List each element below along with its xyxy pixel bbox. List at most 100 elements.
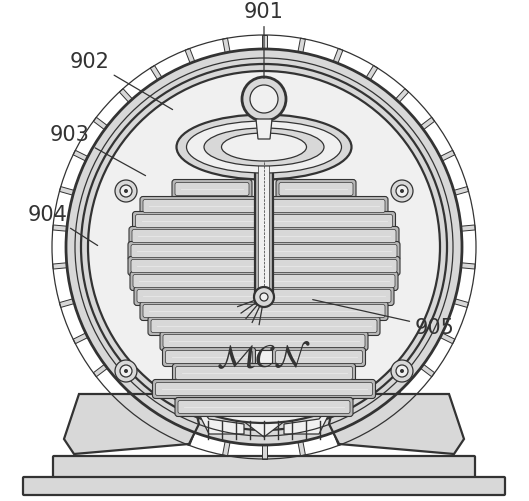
Polygon shape <box>59 187 74 196</box>
Polygon shape <box>64 394 199 454</box>
Polygon shape <box>298 39 305 54</box>
Circle shape <box>250 86 278 114</box>
FancyBboxPatch shape <box>137 290 391 303</box>
Circle shape <box>254 288 274 308</box>
Circle shape <box>396 186 408 197</box>
Polygon shape <box>333 431 343 446</box>
Polygon shape <box>396 90 409 103</box>
Polygon shape <box>185 431 195 446</box>
Text: 902: 902 <box>70 52 172 110</box>
Ellipse shape <box>204 129 324 167</box>
FancyBboxPatch shape <box>134 287 394 306</box>
Circle shape <box>88 72 440 423</box>
Circle shape <box>400 369 404 373</box>
Polygon shape <box>298 441 305 456</box>
Circle shape <box>120 186 132 197</box>
FancyBboxPatch shape <box>130 272 398 291</box>
FancyBboxPatch shape <box>152 380 376 399</box>
FancyBboxPatch shape <box>140 302 388 321</box>
Ellipse shape <box>177 133 215 163</box>
FancyBboxPatch shape <box>132 230 396 243</box>
Polygon shape <box>53 225 67 232</box>
Polygon shape <box>189 394 244 434</box>
Polygon shape <box>73 333 88 344</box>
FancyBboxPatch shape <box>135 215 393 228</box>
Circle shape <box>391 181 413 202</box>
FancyBboxPatch shape <box>131 245 397 258</box>
Polygon shape <box>461 263 476 270</box>
Ellipse shape <box>222 134 306 162</box>
Polygon shape <box>185 49 195 64</box>
Ellipse shape <box>313 133 351 163</box>
Polygon shape <box>53 263 67 270</box>
Polygon shape <box>93 365 107 377</box>
Polygon shape <box>73 151 88 162</box>
FancyBboxPatch shape <box>151 320 377 333</box>
Text: 905: 905 <box>313 300 455 337</box>
FancyBboxPatch shape <box>166 351 252 364</box>
Polygon shape <box>461 225 476 232</box>
FancyBboxPatch shape <box>276 351 362 364</box>
Circle shape <box>115 360 137 382</box>
FancyBboxPatch shape <box>172 364 355 383</box>
Circle shape <box>260 294 268 302</box>
Circle shape <box>124 189 128 193</box>
FancyBboxPatch shape <box>133 275 395 288</box>
FancyBboxPatch shape <box>129 227 399 246</box>
FancyBboxPatch shape <box>276 180 356 199</box>
FancyBboxPatch shape <box>128 242 400 261</box>
Polygon shape <box>223 39 230 54</box>
FancyBboxPatch shape <box>143 305 385 318</box>
Polygon shape <box>454 299 469 308</box>
Polygon shape <box>120 392 132 405</box>
Polygon shape <box>421 365 435 377</box>
Polygon shape <box>396 392 409 405</box>
Polygon shape <box>284 394 339 434</box>
Circle shape <box>120 365 132 377</box>
FancyBboxPatch shape <box>255 127 273 299</box>
Text: 904: 904 <box>28 204 98 246</box>
Text: $\mathcal{MCN}$: $\mathcal{MCN}$ <box>216 341 312 374</box>
FancyBboxPatch shape <box>175 398 353 417</box>
Polygon shape <box>454 187 469 196</box>
FancyBboxPatch shape <box>163 335 365 348</box>
Ellipse shape <box>187 122 342 174</box>
FancyBboxPatch shape <box>172 180 252 199</box>
FancyBboxPatch shape <box>143 200 385 213</box>
Polygon shape <box>59 299 74 308</box>
Circle shape <box>400 189 404 193</box>
Polygon shape <box>366 66 378 81</box>
Polygon shape <box>421 118 435 130</box>
Polygon shape <box>150 66 162 81</box>
Polygon shape <box>120 90 132 103</box>
Circle shape <box>115 181 137 202</box>
FancyBboxPatch shape <box>132 212 396 231</box>
Circle shape <box>242 78 286 122</box>
Ellipse shape <box>177 115 351 180</box>
Polygon shape <box>150 414 162 429</box>
Circle shape <box>391 360 413 382</box>
Polygon shape <box>256 120 272 140</box>
Polygon shape <box>366 414 378 429</box>
FancyBboxPatch shape <box>140 197 388 216</box>
Polygon shape <box>333 49 343 64</box>
Polygon shape <box>93 118 107 130</box>
FancyBboxPatch shape <box>148 317 380 336</box>
FancyBboxPatch shape <box>160 332 368 351</box>
Text: 901: 901 <box>244 2 284 79</box>
Polygon shape <box>440 151 455 162</box>
Polygon shape <box>261 36 267 50</box>
Polygon shape <box>223 441 230 456</box>
FancyBboxPatch shape <box>53 456 475 478</box>
FancyBboxPatch shape <box>176 367 352 380</box>
Wedge shape <box>66 50 462 445</box>
Text: 903: 903 <box>50 125 145 176</box>
Polygon shape <box>440 333 455 344</box>
FancyBboxPatch shape <box>259 127 269 298</box>
Circle shape <box>396 365 408 377</box>
FancyBboxPatch shape <box>162 348 256 367</box>
FancyBboxPatch shape <box>175 183 249 196</box>
Polygon shape <box>329 394 464 454</box>
FancyBboxPatch shape <box>131 260 397 273</box>
FancyBboxPatch shape <box>128 257 400 276</box>
